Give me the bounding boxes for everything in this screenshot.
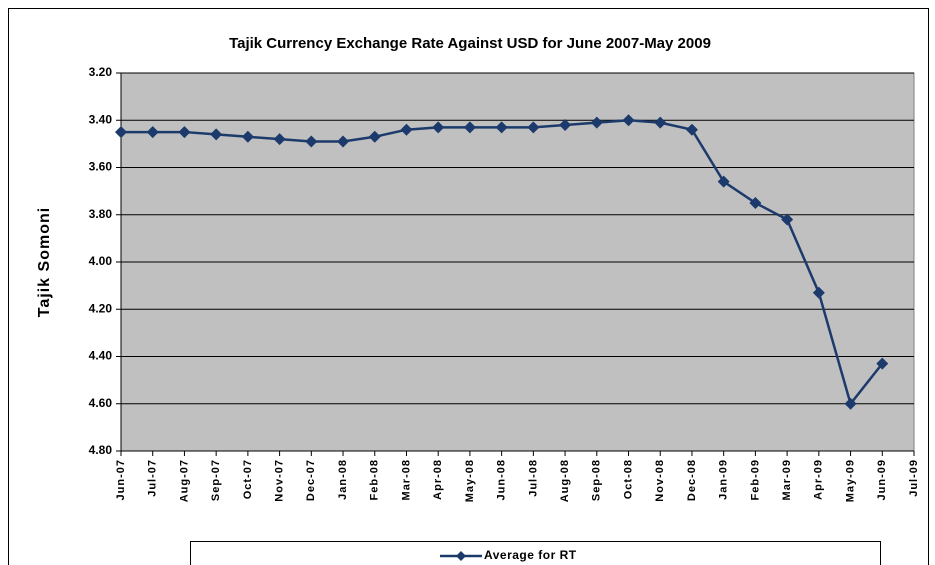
- y-tick-label: 3.20: [89, 65, 113, 79]
- marker: [115, 126, 127, 139]
- marker: [590, 116, 603, 129]
- x-tick-label: Jun-07: [115, 459, 127, 500]
- marker: [717, 175, 730, 188]
- x-tick-label: Nov-07: [274, 459, 286, 502]
- y-axis-label: Tajik Somoni: [36, 207, 53, 317]
- marker: [527, 121, 540, 134]
- x-tick-label: Jul-09: [908, 459, 920, 497]
- y-tick-label: 4.00: [89, 254, 113, 268]
- marker: [463, 121, 476, 134]
- marker: [812, 286, 825, 299]
- x-tick-label: May-09: [844, 459, 856, 502]
- y-tick-label: 4.40: [89, 349, 113, 363]
- marker: [844, 397, 857, 410]
- x-tick-label: Dec-08: [686, 459, 698, 501]
- x-tick-label: Oct-08: [622, 459, 634, 499]
- marker: [781, 213, 794, 226]
- marker: [305, 135, 318, 148]
- marker: [210, 128, 223, 141]
- marker: [400, 123, 413, 136]
- x-tick-label: Aug-07: [178, 459, 190, 502]
- x-tick-label: Jun-08: [496, 459, 508, 500]
- marker: [685, 123, 698, 136]
- x-tick-label: Apr-08: [432, 459, 444, 500]
- x-tick-label: Sep-07: [210, 459, 222, 501]
- marker: [368, 130, 381, 143]
- y-tick-label: 4.60: [89, 396, 113, 410]
- x-tick-label: Jun-09: [876, 459, 888, 500]
- x-tick-label: Jan-08: [337, 459, 349, 500]
- marker: [876, 357, 889, 370]
- x-tick-label: Jul-08: [527, 459, 539, 497]
- x-tick-label: Feb-08: [369, 459, 381, 500]
- x-tick-label: May-08: [464, 459, 476, 502]
- marker: [654, 116, 667, 129]
- legend-marker: [456, 551, 466, 561]
- marker: [559, 118, 572, 131]
- marker: [241, 130, 254, 143]
- marker: [273, 133, 286, 146]
- marker: [337, 135, 350, 148]
- marker: [495, 121, 508, 134]
- marker: [749, 196, 762, 209]
- x-tick-label: Oct-07: [242, 459, 254, 499]
- legend-box: [190, 541, 881, 565]
- y-tick-label: 4.80: [89, 443, 113, 457]
- chart-title: Tajik Currency Exchange Rate Against USD…: [229, 35, 711, 52]
- x-tick-label: Aug-08: [559, 459, 571, 502]
- y-tick-label: 3.60: [89, 160, 113, 174]
- marker: [146, 126, 159, 139]
- x-tick-label: Apr-09: [813, 459, 825, 500]
- marker: [622, 114, 635, 127]
- x-tick-label: Feb-09: [749, 459, 761, 500]
- legend-label: Average for RT: [484, 548, 577, 562]
- marker: [178, 126, 191, 139]
- x-tick-label: Jul-07: [147, 459, 159, 497]
- x-tick-label: Jan-09: [718, 459, 730, 500]
- y-tick-label: 3.40: [89, 112, 113, 126]
- x-tick-label: Nov-08: [654, 459, 666, 502]
- x-tick-label: Sep-08: [591, 459, 603, 501]
- marker: [432, 121, 445, 134]
- y-tick-label: 3.80: [89, 207, 113, 221]
- x-tick-label: Dec-07: [305, 459, 317, 501]
- x-tick-label: Mar-08: [400, 459, 412, 500]
- x-tick-label: Mar-09: [781, 459, 793, 500]
- y-tick-label: 4.20: [89, 301, 113, 315]
